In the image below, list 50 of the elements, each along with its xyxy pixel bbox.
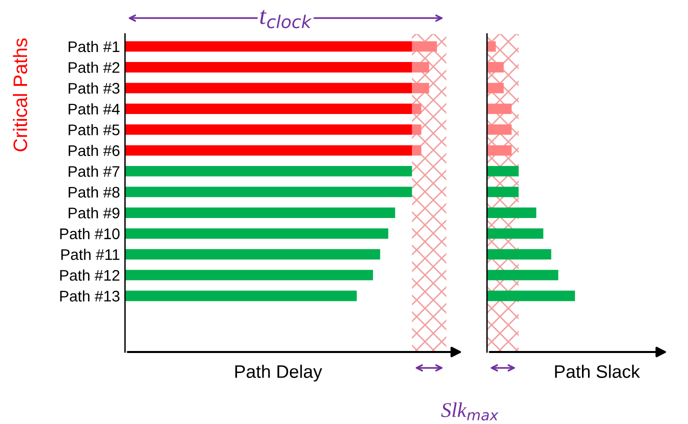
bar <box>412 82 430 94</box>
bar <box>487 82 504 94</box>
bar <box>125 270 373 280</box>
bar <box>412 41 437 52</box>
y-tick-label: Path #7 <box>68 166 120 177</box>
bar <box>412 145 422 156</box>
y-tick-label: Path #4 <box>68 103 120 115</box>
bar <box>487 41 496 52</box>
y-tick-label: Path #11 <box>61 248 120 260</box>
bar <box>412 104 422 114</box>
bar <box>487 249 552 260</box>
bar <box>125 249 380 260</box>
text: Critical Paths <box>12 38 28 152</box>
bar <box>125 290 357 302</box>
x-axis-title: Path Slack <box>555 364 640 378</box>
bar <box>125 186 412 198</box>
bar <box>125 124 412 135</box>
y-tick-label: Path #12 <box>60 270 120 281</box>
y-tick-label: Path #10 <box>60 228 120 240</box>
bar <box>487 124 512 135</box>
text: Slk$_{max}$ <box>441 402 498 421</box>
y-tick-label: Path #6 <box>68 144 120 156</box>
bar <box>125 145 412 156</box>
y-tick-label: Path #3 <box>68 82 120 94</box>
x-axis-title: Path Delay <box>235 364 322 382</box>
bar <box>487 145 512 156</box>
y-tick-label: Path #8 <box>68 186 120 198</box>
bar <box>487 208 536 218</box>
bar <box>487 186 519 198</box>
y-tick-label: Path #9 <box>68 207 120 218</box>
bar <box>487 228 544 239</box>
bar <box>487 166 519 176</box>
y-tick-label: Path #2 <box>68 62 120 73</box>
bar <box>412 62 430 72</box>
bar <box>125 208 396 218</box>
bar <box>487 62 504 72</box>
bar <box>125 166 412 176</box>
y-tick-label: Path #13 <box>60 290 120 302</box>
bar <box>487 270 558 280</box>
bar <box>125 82 412 94</box>
bar <box>487 104 512 114</box>
bar <box>125 62 412 72</box>
bar <box>125 104 412 114</box>
bar <box>487 290 575 302</box>
y-tick-label: Path #1 <box>68 40 120 52</box>
bar <box>125 228 388 239</box>
y-tick-label: Path #5 <box>68 124 120 136</box>
bar <box>125 41 412 52</box>
text: t$_{clock}$ <box>260 10 312 28</box>
bar <box>412 124 422 135</box>
